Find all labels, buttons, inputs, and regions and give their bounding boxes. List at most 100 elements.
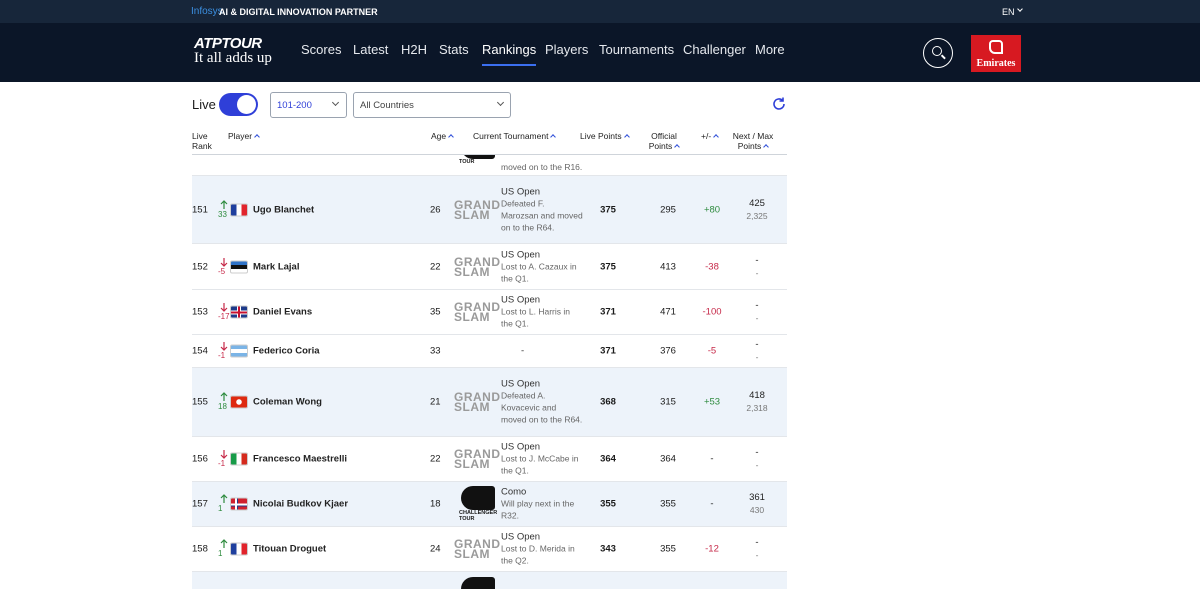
flag (230, 395, 248, 409)
movement: -17 (218, 302, 230, 322)
live-points: 375 (600, 261, 616, 272)
live-points: 375 (600, 204, 616, 215)
sort-caret (713, 134, 719, 140)
points-change: -5 (707, 345, 717, 357)
table-row[interactable]: 151 33 Ugo Blanchet 26 GRAND SLAM US Open Defe… (192, 176, 787, 244)
column-header[interactable]: Official Points (645, 131, 683, 151)
challenger-logo: TOUR (459, 155, 497, 171)
sort-caret (674, 144, 681, 150)
table-row[interactable]: Porto (192, 572, 787, 589)
tournament: US Open Defeated F. Marozsan and moved on… (501, 186, 583, 233)
nav-item[interactable]: Tournaments (599, 42, 675, 57)
movement-arrow (220, 257, 228, 267)
nav-item[interactable]: Scores (301, 42, 342, 57)
flag (230, 260, 248, 273)
grand-slam-logo: GRAND SLAM (454, 254, 501, 279)
country-select[interactable]: All Countries (353, 92, 511, 118)
column-header[interactable]: Live Points (580, 131, 650, 141)
grand-slam-logo: GRAND SLAM (454, 447, 501, 471)
official-points: 355 (660, 543, 676, 555)
player-name: Mark Lajal (253, 261, 300, 272)
table-row[interactable]: TOUR moved on to the R16. (192, 155, 787, 176)
rank: 152 (192, 261, 208, 272)
age: 18 (430, 498, 441, 510)
player-name: Coleman Wong (253, 396, 322, 408)
search-button[interactable] (923, 38, 953, 68)
flag (230, 497, 248, 511)
table-row[interactable]: 156 -1 Francesco Maestrelli 22 GRAND SLAM US … (192, 437, 787, 482)
live-label: Live (192, 97, 216, 112)
column-header[interactable]: Current Tournament (473, 131, 573, 141)
rank: 155 (192, 396, 208, 408)
table-row[interactable]: 154 -1 Federico Coria 33-371 376 -5- - (192, 335, 787, 368)
column-header[interactable]: +/- (701, 131, 727, 141)
max-points: - (755, 267, 759, 278)
challenger-mark (461, 155, 495, 159)
emirates-logo[interactable]: Emirates (971, 35, 1021, 72)
column-header[interactable]: Next / Max Points (727, 131, 779, 151)
next-points: 418 (749, 390, 765, 401)
age: 26 (430, 204, 441, 215)
header-label: Player (228, 131, 253, 141)
column-header[interactable]: Live Rank (192, 131, 216, 161)
table-row[interactable]: 158 1 Titouan Droguet 24 GRAND SLAM US Open Lo… (192, 527, 787, 572)
flag (230, 305, 248, 319)
refresh-button[interactable] (771, 96, 787, 112)
live-toggle[interactable] (219, 93, 258, 116)
flag (230, 203, 248, 216)
challenger-logo (459, 576, 497, 589)
table-row[interactable]: 155 18 Coleman Wong 21 GRAND SLAM US Open Defe… (192, 368, 787, 437)
nav-item[interactable]: Latest (353, 42, 389, 57)
nav-item[interactable]: Challenger (683, 42, 746, 57)
logo[interactable]: ATPTOUR (194, 35, 262, 52)
challenger-logo: CHALLENGER TOUR (459, 486, 497, 522)
points-change: - (710, 453, 714, 465)
active-underline (482, 64, 536, 66)
language[interactable]: EN (1002, 7, 1015, 17)
tournament: US Open Lost to D. Merida in the Q2. (501, 532, 583, 567)
table-row[interactable]: 153 -17 Daniel Evans 35 GRAND SLAM US Open Los… (192, 290, 787, 335)
nav-item[interactable]: Rankings (482, 42, 537, 57)
nav-item[interactable]: Stats (439, 42, 469, 57)
flag (230, 344, 248, 358)
tournament-name: US Open (501, 186, 541, 197)
tagline: It all adds up (194, 50, 272, 66)
tournament: US Open Defeated A. Kovacevic and moved o… (501, 379, 583, 426)
grand-slam-logo: GRAND SLAM (454, 537, 501, 561)
nav-item[interactable]: H2H (401, 42, 428, 57)
range-select[interactable]: 101-200 (270, 92, 347, 118)
next-points: - (755, 537, 759, 548)
nav-item[interactable]: Players (545, 42, 589, 57)
rank: 151 (192, 204, 208, 215)
movement-value: 33 (218, 209, 227, 219)
search-icon (932, 46, 942, 56)
table-row[interactable]: 152 -5 Mark Lajal 22 GRAND SLAM US Open Lost t… (192, 244, 787, 290)
table-row[interactable]: 157 1 Nicolai Budkov Kjaer 18 CHALLENGER TOU… (192, 482, 787, 527)
next-max-points: -- (755, 300, 758, 324)
next-max-points: -- (755, 255, 758, 279)
column-header[interactable]: Age (431, 131, 471, 141)
official-points: 355 (660, 498, 676, 510)
tournament-name: Como (501, 486, 527, 498)
nav-item[interactable]: More (755, 42, 785, 57)
movement-value: 18 (218, 402, 227, 411)
chevron (1017, 6, 1023, 12)
points-change: +80 (703, 204, 721, 215)
column-header[interactable]: Player (228, 131, 308, 141)
player-name: Daniel Evans (253, 306, 313, 318)
points-change: -100 (702, 306, 722, 318)
next-points: - (755, 339, 759, 350)
movement-arrow (220, 342, 228, 351)
tournament-name: - (521, 345, 525, 357)
official-points: 471 (660, 306, 676, 318)
player-name: Francesco Maestrelli (253, 453, 347, 465)
live-points: 371 (600, 345, 616, 357)
age: 21 (430, 396, 441, 408)
chevron (331, 98, 340, 107)
tournament-detail: Defeated F. Marozsan and moved on to the… (501, 198, 583, 232)
header-label: Live Rank (192, 131, 212, 151)
movement-arrow (220, 392, 228, 401)
tournament: US Open Lost to A. Cazaux in the Q1. (501, 249, 583, 284)
rank: 156 (192, 453, 208, 465)
points-change: -12 (705, 543, 719, 555)
